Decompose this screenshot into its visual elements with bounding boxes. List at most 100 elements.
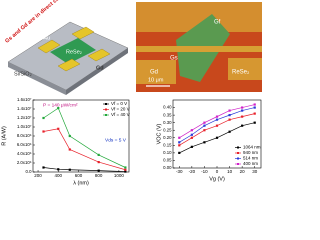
x-tick-label: -20 <box>189 169 196 174</box>
marker <box>241 115 244 118</box>
legend-label: 1064 nm <box>243 145 261 150</box>
marker <box>68 134 71 138</box>
y-tick-label: 1.0x10⁷ <box>17 124 32 129</box>
substrate-side <box>66 48 128 95</box>
marker <box>228 114 231 117</box>
series-line <box>43 167 126 172</box>
marker <box>253 112 256 115</box>
marker <box>57 127 60 130</box>
figure: Gs and Gd are in direct contact with ReS… <box>1 0 262 186</box>
marker <box>215 115 219 118</box>
legend-label: Vf = 20 V <box>111 107 130 112</box>
y-axis-label: VOC (V) <box>156 123 162 144</box>
marker <box>97 153 100 156</box>
marker <box>42 130 45 133</box>
marker <box>178 144 181 147</box>
legend-marker <box>237 163 239 165</box>
marker <box>241 109 244 112</box>
y-tick-label: 1.4x10⁷ <box>17 106 32 111</box>
y-tick-label: 0.35 <box>163 112 172 117</box>
legend-marker <box>237 146 239 149</box>
gate-label: Gd <box>150 70 158 76</box>
marker <box>190 136 193 139</box>
marker <box>215 136 219 139</box>
flake-label: ReSe₂ <box>232 70 250 76</box>
x-tick-label: 600 <box>75 173 83 178</box>
marker <box>124 166 127 169</box>
marker <box>42 166 45 169</box>
marker <box>241 124 244 127</box>
marker <box>203 141 206 144</box>
y-tick-label: 8.0x10⁶ <box>17 133 32 138</box>
y-tick-label: 0.15 <box>163 142 172 147</box>
series-line <box>179 113 255 146</box>
marker <box>124 168 127 171</box>
x-axis-label: λ (nm) <box>73 180 89 186</box>
drain-label: Gd <box>96 65 104 71</box>
marker <box>178 141 181 144</box>
electrode <box>136 46 262 52</box>
electrode <box>71 26 95 40</box>
y-tick-label: 0.25 <box>163 127 172 132</box>
electrode <box>228 58 262 80</box>
y-tick-label: 2.0x10⁶ <box>17 160 32 165</box>
y-tick-label: 0.00 <box>163 165 172 170</box>
annotation: P = 140 μW/cm² <box>43 102 78 108</box>
y-tick-label: 0.05 <box>163 158 172 163</box>
y-tick-label: 0.40 <box>163 105 172 110</box>
flake <box>50 38 96 64</box>
x-tick-label: 400 <box>55 173 63 178</box>
x-tick-label: 30 <box>252 169 258 174</box>
marker <box>57 168 60 171</box>
substrate-label: Si/SiO₂ <box>14 71 32 77</box>
x-tick-label: 10 <box>227 169 233 174</box>
y-axis-label: R (A/W) <box>1 126 7 146</box>
x-tick-label: 200 <box>34 173 42 178</box>
y-tick-label: 0.20 <box>163 135 172 140</box>
micrograph: Gf Gs Gd ReSe₂ 10 μm <box>136 2 262 92</box>
marker <box>228 109 231 112</box>
marker <box>97 169 100 172</box>
electrode-label: Cr/Au <box>36 35 50 41</box>
electrode <box>87 48 111 62</box>
electrode <box>37 39 61 54</box>
scale-label: 10 μm <box>148 77 164 83</box>
marker <box>68 168 71 171</box>
legend-label: 940 nm <box>243 150 258 155</box>
series-line <box>179 104 255 139</box>
x-tick-label: 800 <box>95 173 103 178</box>
flake-label: ReSe₂ <box>66 49 82 55</box>
marker <box>215 124 219 127</box>
legend-marker <box>105 114 107 116</box>
x-axis-label: Vg (V) <box>209 176 225 182</box>
x-tick-label: 0 <box>216 169 219 174</box>
legend-marker <box>105 103 107 105</box>
legend-label: 514 nm <box>243 156 258 161</box>
marker <box>241 106 244 109</box>
x-tick-label: 20 <box>240 169 246 174</box>
y-tick-label: 1.6x10⁷ <box>17 97 32 102</box>
y-tick-label: 6.0x10⁶ <box>17 142 32 147</box>
marker <box>57 107 60 110</box>
marker <box>190 129 193 132</box>
gate-label: Gs <box>170 56 178 62</box>
legend-marker <box>237 157 239 160</box>
legend-marker <box>105 108 107 111</box>
y-tick-label: 0.0 <box>26 169 33 174</box>
legend-label: Vf = 40 V <box>111 112 130 117</box>
electrode <box>57 58 81 72</box>
marker <box>215 118 219 121</box>
marker <box>203 129 206 132</box>
schematic: Gs and Gd are in direct contact with ReS… <box>4 0 129 95</box>
marker <box>253 103 256 106</box>
marker <box>228 118 231 121</box>
marker <box>203 124 206 127</box>
marker <box>42 116 45 120</box>
marker <box>178 151 181 154</box>
marker <box>178 136 181 139</box>
x-tick-label: -10 <box>201 169 208 174</box>
legend-label: Vf = 0 V <box>111 101 127 106</box>
marker <box>203 121 206 124</box>
marker <box>253 121 256 124</box>
marker <box>68 148 71 151</box>
